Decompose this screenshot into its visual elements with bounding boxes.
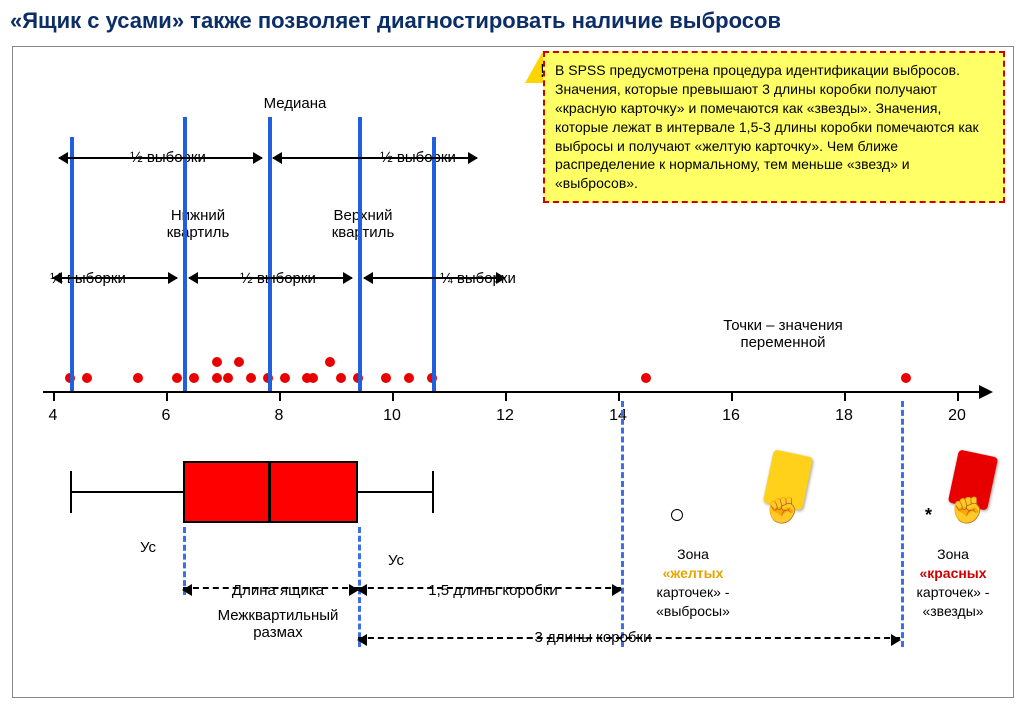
- data-point: [381, 373, 391, 383]
- data-point: [212, 357, 222, 367]
- range-arrow: [358, 587, 621, 589]
- data-point: [280, 373, 290, 383]
- tick-label: 18: [835, 407, 853, 425]
- star-icon: *: [925, 505, 932, 526]
- whisker-cap: [70, 471, 72, 513]
- tick-label: 20: [948, 407, 966, 425]
- data-point: [234, 357, 244, 367]
- data-point: [133, 373, 143, 383]
- label-box-len: Длина ящика: [208, 582, 348, 599]
- x-axis: [43, 391, 983, 393]
- zone-dash: [621, 401, 624, 647]
- data-point: [223, 373, 233, 383]
- data-point: [172, 373, 182, 383]
- tick-label: 14: [609, 407, 627, 425]
- label-iqr: Межквартильный размах: [198, 607, 358, 641]
- yellow-zone-caption: Зона «желтых карточек» - «выбросы»: [633, 545, 753, 621]
- tick-label: 12: [496, 407, 514, 425]
- tick-label: 6: [162, 407, 171, 425]
- data-point: [641, 373, 651, 383]
- label-whisker-left: Ус: [123, 539, 173, 556]
- data-point: [82, 373, 92, 383]
- tick-label: 16: [722, 407, 740, 425]
- label-whisker-right: Ус: [371, 552, 421, 569]
- data-point: [212, 373, 222, 383]
- data-point: [308, 373, 318, 383]
- data-point: [901, 373, 911, 383]
- page-title: «Ящик с усами» также позволяет диагности…: [10, 8, 781, 34]
- range-arrow: [273, 157, 476, 159]
- label-points-caption: Точки – значения переменной: [693, 317, 873, 351]
- range-arrow: [59, 157, 262, 159]
- data-point: [189, 373, 199, 383]
- data-point: [325, 357, 335, 367]
- data-point: [336, 373, 346, 383]
- red-zone-caption: Зона «красных карточек» - «звезды»: [893, 545, 1013, 621]
- tick-label: 4: [49, 407, 58, 425]
- whisker-line: [70, 491, 183, 493]
- median-line: [268, 461, 271, 523]
- guide-line: [268, 117, 270, 391]
- whisker-line: [358, 491, 431, 493]
- tick-label: 10: [383, 407, 401, 425]
- guide-line: [432, 137, 434, 391]
- range-arrow: [358, 637, 900, 639]
- range-arrow: [364, 277, 505, 279]
- info-box: В SPSS предусмотрена процедура идентифик…: [543, 51, 1005, 203]
- hand-icon: ✊: [766, 495, 798, 526]
- label-len15: 1,5 длины коробки: [413, 582, 573, 599]
- hand-icon: ✊: [951, 495, 983, 526]
- outlier-circle-icon: [671, 509, 683, 521]
- guide-line: [70, 137, 72, 391]
- range-arrow: [183, 587, 358, 589]
- diagram-frame: ! В SPSS предусмотрена процедура идентиф…: [12, 46, 1014, 698]
- range-arrow: [189, 277, 353, 279]
- range-arrow: [53, 277, 177, 279]
- label-median: Медиана: [250, 95, 340, 112]
- label-q1: Нижний квартиль: [153, 207, 243, 241]
- axis-arrow-icon: [979, 385, 993, 399]
- data-point: [404, 373, 414, 383]
- whisker-cap: [432, 471, 434, 513]
- tick-label: 8: [275, 407, 284, 425]
- label-q3: Верхний квартиль: [318, 207, 408, 241]
- data-point: [246, 373, 256, 383]
